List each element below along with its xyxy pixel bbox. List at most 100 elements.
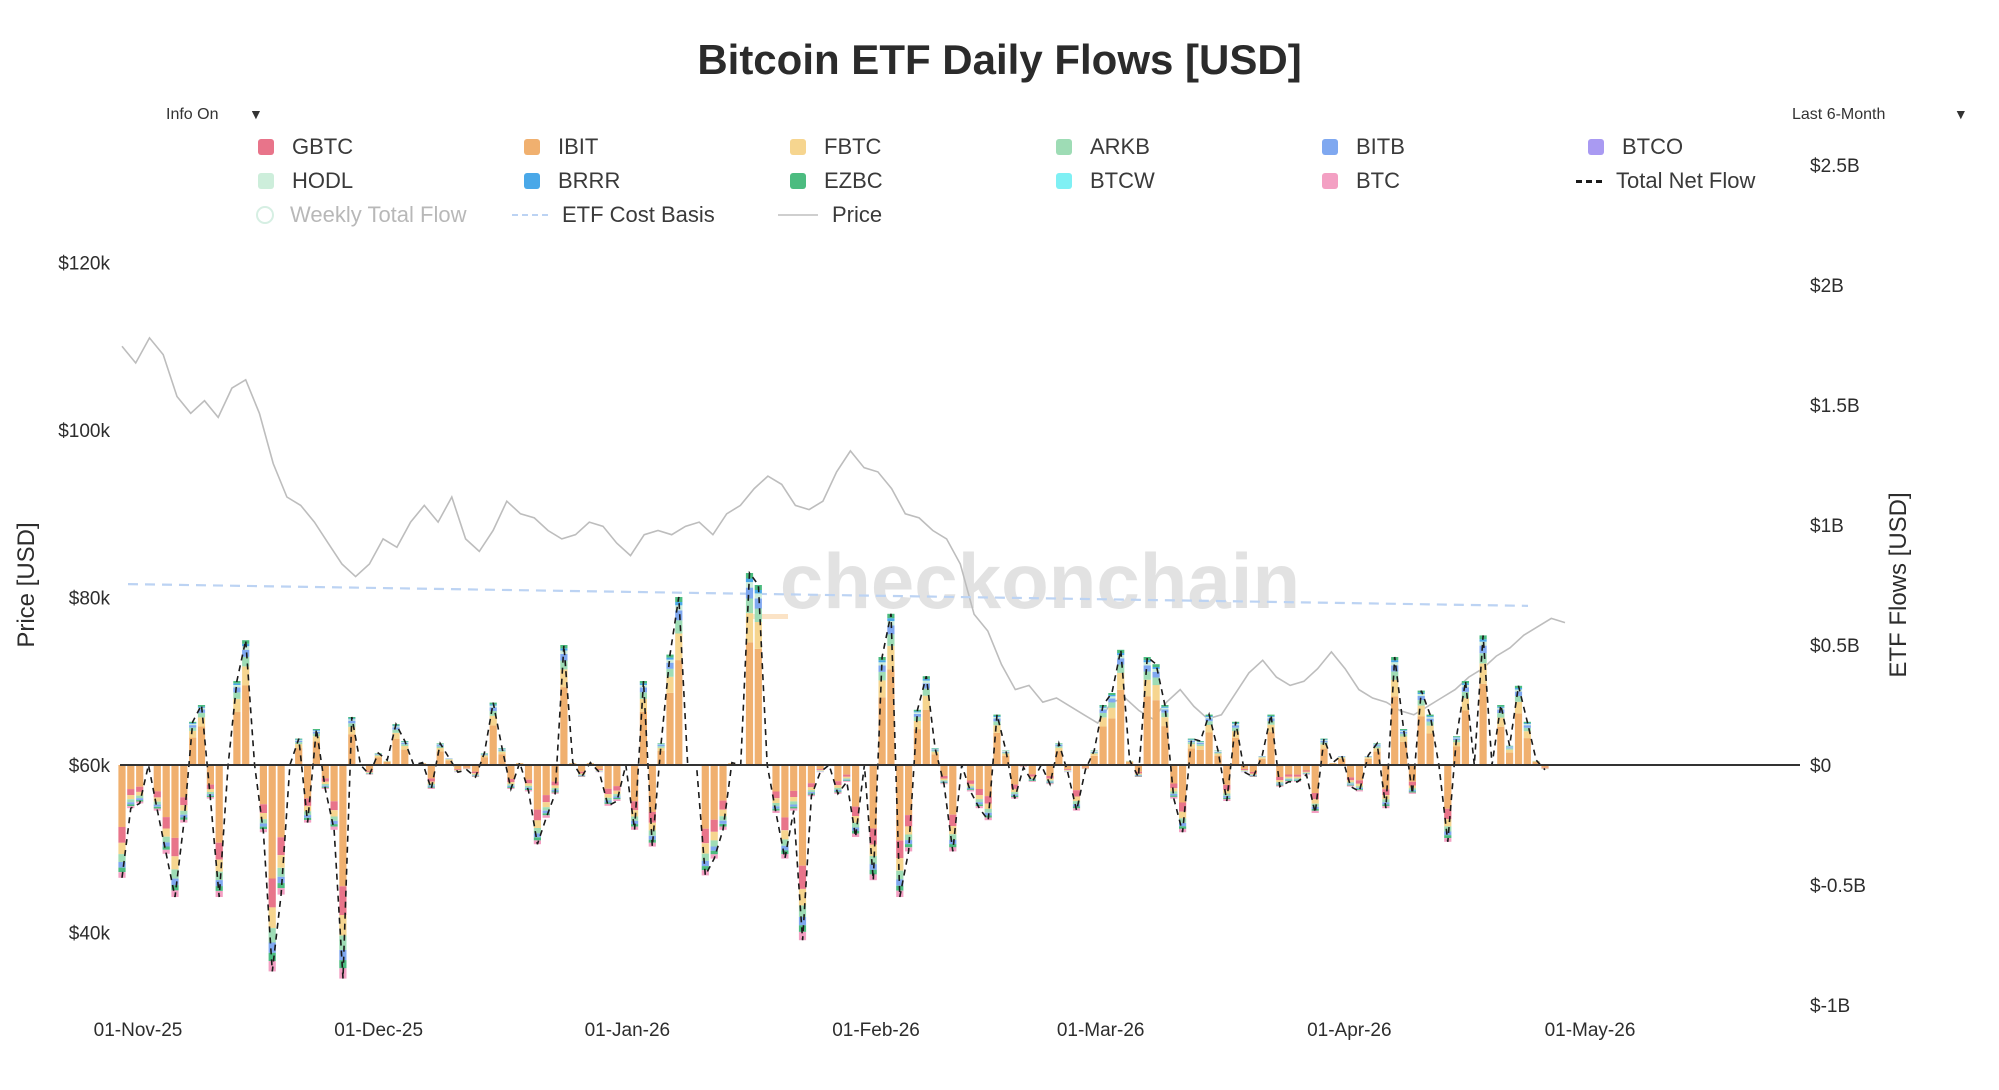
flow-bar-arkb [745,598,754,614]
info-toggle-dropdown[interactable]: Info On ▼ [166,106,263,124]
flow-bar-arkb [1373,746,1381,749]
flow-bar-bitb [1179,823,1187,827]
legend-item-price[interactable]: Price [778,202,882,228]
flow-bar-ibit [1426,733,1434,765]
legend-swatch-etf-cost-basis [512,214,548,216]
flow-bar-ezbc [1444,835,1452,839]
legend-item-hodl[interactable]: HODL [258,168,353,194]
flow-bar-gbtc [277,837,285,856]
flow-bar-bitb [922,683,930,689]
flow-bar-gbtc [524,779,533,784]
flow-bar-bitb [949,840,957,845]
flow-bar-ibit [578,765,586,772]
legend-item-ibit[interactable]: IBIT [524,134,598,160]
legend-item-btcw[interactable]: BTCW [1056,168,1155,194]
flow-bar-ibit [471,765,480,772]
flow-bar-brrr [233,683,241,685]
flow-bar-arkb [666,668,674,677]
flow-bar-arkb [1285,778,1293,780]
flow-bar-ibit [816,765,824,770]
flow-bar-bitb [754,598,762,609]
flow-bar-arkb [348,723,356,727]
legend-item-arkb[interactable]: ARKB [1056,134,1150,160]
flow-bar-btc [127,806,135,809]
legend-item-weekly-total-flow[interactable]: Weekly Total Flow [256,202,466,228]
flow-bar-fbtc [896,858,904,871]
flow-bar-hodl [1514,689,1523,692]
flow-bar-fbtc [507,782,515,785]
range-select-dropdown[interactable]: Last 6-Month ▼ [1792,106,1968,124]
flow-bar-ezbc [710,850,718,855]
flow-bar-ibit [940,765,948,776]
legend-swatch-weekly-total-flow [256,206,274,224]
flow-bar-gbtc [471,771,480,774]
flow-bar-fbtc [1373,748,1381,752]
flow-bar-brrr [745,578,754,583]
flow-bar-arkb [984,808,992,813]
flow-bar-gbtc [268,878,276,908]
flow-bar-ibit [162,765,170,818]
flow-bar-fbtc [984,803,992,809]
legend-item-brrr[interactable]: BRRR [524,168,620,194]
flow-bar-fbtc [1461,698,1469,711]
etf-cost-basis-line [127,583,1529,607]
flow-bar-arkb [1461,691,1469,699]
flow-bar-ibit [1205,732,1213,765]
flow-bar-fbtc [1276,780,1284,783]
flow-bar-fbtc [922,695,930,710]
flow-bar-hodl [242,646,250,650]
legend-item-total-net-flow[interactable]: Total Net Flow [1576,168,1755,194]
flow-bar-ibit [896,765,904,841]
legend-item-gbtc[interactable]: GBTC [258,134,353,160]
flow-bar-fbtc [1400,736,1408,742]
legend-item-bitb[interactable]: BITB [1322,134,1405,160]
flow-bar-ibit [1532,762,1540,765]
flow-bar-ibit [304,765,312,799]
legend-label: Weekly Total Flow [290,202,467,227]
flow-bar-ibit [551,765,559,782]
flow-bar-gbtc [365,770,374,772]
flow-bar-arkb [613,794,621,797]
flow-bar-bitb [321,785,329,787]
flow-bar-ibit [259,765,267,805]
legend-item-etf-cost-basis[interactable]: ETF Cost Basis [512,202,715,228]
flow-bar-bitb [834,789,842,792]
right-axis-tick-label: $-1B [1810,996,1850,1017]
flow-bar-arkb [719,816,727,821]
flow-bar-fbtc [171,856,179,870]
legend-item-fbtc[interactable]: FBTC [790,134,881,160]
flow-bar-ibit [1064,765,1072,770]
flow-bar-ibit [1028,765,1036,775]
flow-bar-bitb [304,815,312,818]
flow-bar-fbtc [1055,747,1063,751]
right-axis-tick-label: $2B [1810,276,1844,297]
flow-bar-fbtc [1161,717,1169,727]
flow-bar-ibit [913,729,921,765]
flow-bar-gbtc [162,817,170,829]
flow-bar-ezbc [1426,714,1434,717]
flow-bar-bitb [913,713,921,717]
flow-bar-gbtc [719,800,727,810]
flow-bar-bitb [242,649,250,657]
flow-bar-ibit [1382,765,1390,790]
flow-bar-fbtc [1355,783,1363,787]
flow-bar-gbtc [1072,790,1081,797]
x-axis-tick-label: 01-Feb-26 [832,1020,920,1041]
flow-bar-arkb [772,803,780,807]
flow-bar-ezbc [613,798,621,800]
legend-item-btc[interactable]: BTC [1322,168,1400,194]
flow-bar-ezbc [1179,826,1187,829]
flow-bar-arkb [781,839,789,846]
flow-bar-arkb [1232,727,1240,732]
flow-bar-bitb [436,745,444,747]
flow-bar-fbtc [639,698,647,712]
legend-item-btco[interactable]: BTCO [1588,134,1683,160]
flow-bar-fbtc [524,783,533,786]
flow-bar-ezbc [1285,780,1293,781]
flow-bar-fbtc [887,645,895,670]
flow-bar-bitb [1346,783,1355,785]
flow-bar-ibit [127,765,135,790]
flow-bar-fbtc [1117,673,1125,690]
legend-item-ezbc[interactable]: EZBC [790,168,883,194]
flow-bar-bitb [790,804,798,807]
